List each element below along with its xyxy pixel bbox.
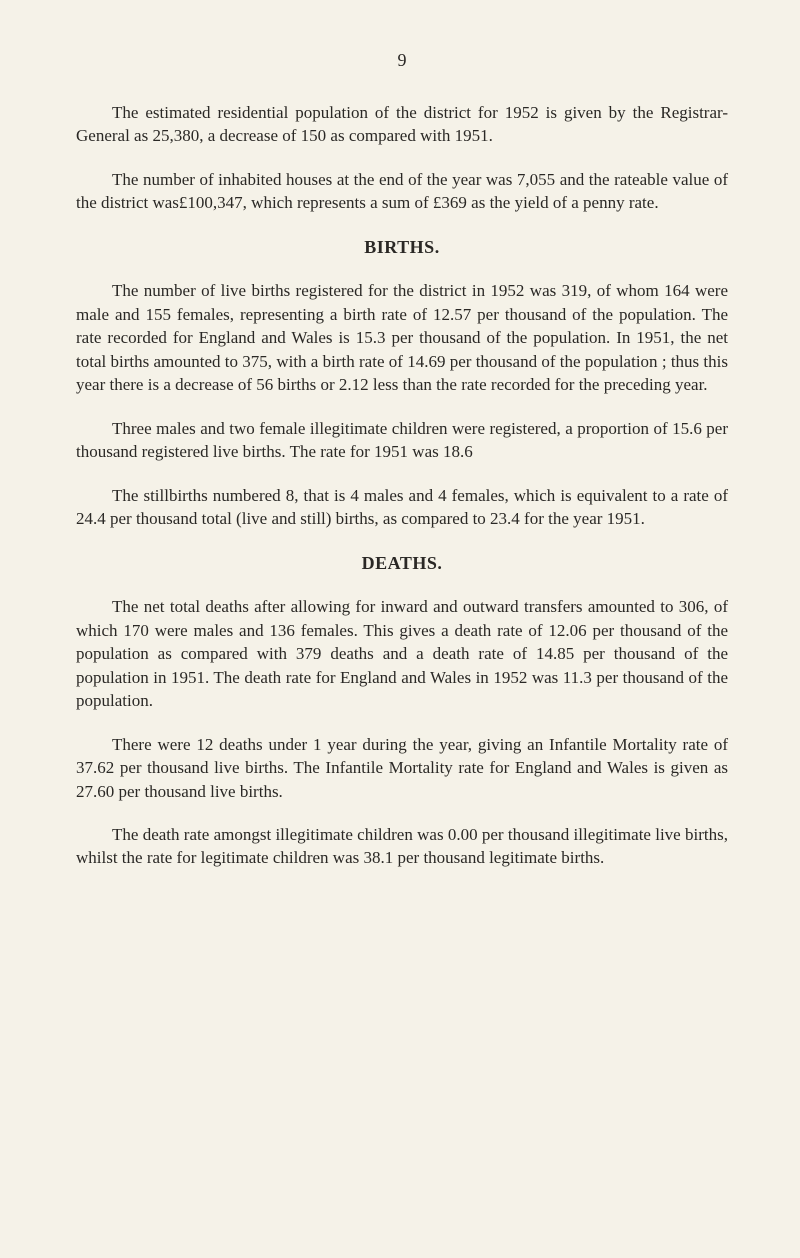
body-paragraph: The stillbirths numbered 8, that is 4 ma… [76,484,728,531]
section-heading-deaths: DEATHS. [76,551,728,576]
section-heading-births: BIRTHS. [76,235,728,260]
page-number: 9 [76,48,728,73]
body-paragraph: The number of live births registered for… [76,279,728,396]
body-paragraph: The death rate amongst illegitimate chil… [76,823,728,870]
body-paragraph: Three males and two female illegitimate … [76,417,728,464]
body-paragraph: There were 12 deaths under 1 year during… [76,733,728,803]
body-paragraph: The number of inhabited houses at the en… [76,168,728,215]
body-paragraph: The estimated residential population of … [76,101,728,148]
body-paragraph: The net total deaths after allowing for … [76,595,728,712]
